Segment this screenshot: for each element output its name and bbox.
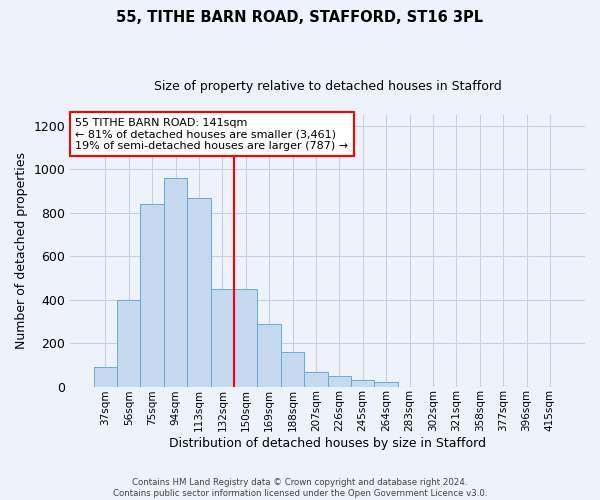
- X-axis label: Distribution of detached houses by size in Stafford: Distribution of detached houses by size …: [169, 437, 486, 450]
- Bar: [351, 380, 374, 386]
- Bar: [281, 352, 304, 386]
- Bar: [304, 372, 328, 386]
- Bar: [117, 300, 140, 386]
- Bar: [234, 289, 257, 386]
- Bar: [328, 376, 351, 386]
- Y-axis label: Number of detached properties: Number of detached properties: [15, 152, 28, 350]
- Bar: [94, 367, 117, 386]
- Bar: [374, 382, 398, 386]
- Bar: [140, 204, 164, 386]
- Text: 55 TITHE BARN ROAD: 141sqm
← 81% of detached houses are smaller (3,461)
19% of s: 55 TITHE BARN ROAD: 141sqm ← 81% of deta…: [76, 118, 349, 151]
- Text: 55, TITHE BARN ROAD, STAFFORD, ST16 3PL: 55, TITHE BARN ROAD, STAFFORD, ST16 3PL: [116, 10, 484, 25]
- Bar: [257, 324, 281, 386]
- Text: Contains HM Land Registry data © Crown copyright and database right 2024.
Contai: Contains HM Land Registry data © Crown c…: [113, 478, 487, 498]
- Bar: [187, 198, 211, 386]
- Title: Size of property relative to detached houses in Stafford: Size of property relative to detached ho…: [154, 80, 502, 93]
- Bar: [164, 178, 187, 386]
- Bar: [211, 289, 234, 386]
